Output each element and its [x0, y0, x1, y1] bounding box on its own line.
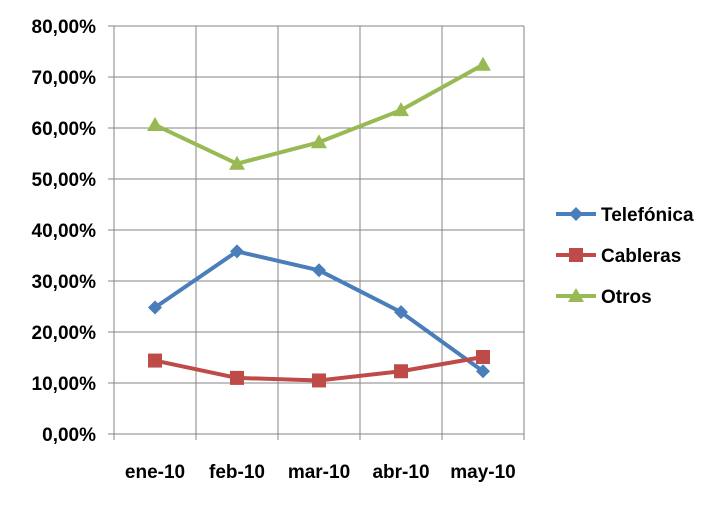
x-tick-label: may-10	[450, 462, 516, 483]
y-tick-label: 20,00%	[32, 323, 97, 344]
y-tick-label: 40,00%	[32, 221, 97, 242]
y-tick-label: 80,00%	[32, 17, 97, 38]
data-series	[147, 56, 491, 388]
data-point	[394, 305, 408, 320]
gridlines	[114, 25, 525, 434]
series-line	[153, 62, 485, 166]
y-tick-label: 50,00%	[32, 170, 97, 191]
data-point	[476, 364, 490, 379]
data-point	[147, 116, 163, 131]
y-axis-tick-labels: 0,00% 10,00% 20,00% 30,00% 40,00% 50,00% 60,00…	[32, 17, 97, 446]
series-telefonica	[148, 244, 490, 379]
y-tick-label: 60,00%	[32, 119, 97, 140]
x-tick-label: abr-10	[372, 462, 429, 483]
x-axis-tick-labels: ene-10 feb-10 mar-10 abr-10 may-10	[125, 462, 516, 483]
data-point	[229, 155, 245, 170]
y-tick-label: 70,00%	[32, 68, 97, 89]
x-tick-label: feb-10	[209, 462, 265, 483]
legend-label: Telefónica	[601, 205, 694, 226]
legend-item: Telefónica	[556, 205, 694, 226]
data-point	[312, 263, 326, 278]
y-tick-label: 0,00%	[42, 425, 96, 446]
axes	[108, 25, 525, 440]
data-point	[230, 244, 244, 259]
data-point	[475, 56, 491, 71]
legend-label: Cableras	[601, 246, 681, 267]
legend: Telefónica Cableras Otros	[556, 205, 694, 308]
data-point	[476, 349, 490, 364]
legend-item: Cableras	[556, 246, 681, 267]
legend-marker	[569, 248, 583, 262]
y-tick-label: 30,00%	[32, 272, 97, 293]
data-point	[148, 300, 162, 315]
series-cableras	[148, 349, 490, 388]
data-point	[394, 364, 408, 379]
series-otros	[147, 56, 491, 170]
data-point	[148, 353, 162, 368]
legend-label: Otros	[601, 287, 652, 308]
y-tick-label: 10,00%	[32, 374, 97, 395]
legend-marker	[569, 207, 583, 221]
x-tick-label: mar-10	[288, 462, 350, 483]
data-point	[393, 102, 409, 117]
legend-item: Otros	[556, 287, 652, 308]
data-point	[230, 370, 244, 385]
legend-marker	[568, 288, 584, 302]
x-tick-label: ene-10	[125, 462, 185, 483]
data-point	[311, 134, 327, 149]
data-point	[312, 373, 326, 388]
